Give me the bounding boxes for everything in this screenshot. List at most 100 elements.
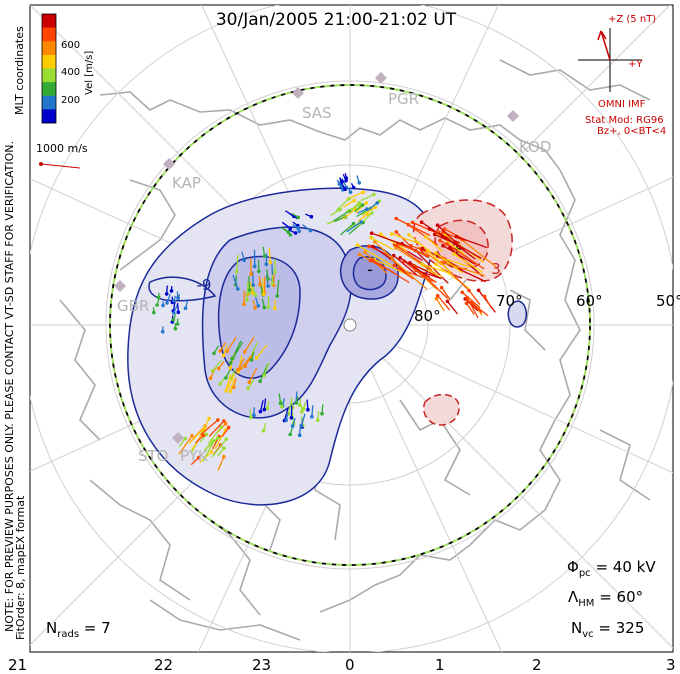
velocity-vector-origin [253,264,257,269]
velocity-vector-origin [308,228,313,233]
velocity-vector-origin [467,288,471,293]
velocity-vector-origin [266,277,270,281]
colorbar-cell [42,41,56,56]
colorbar-tick-200: 200 [61,95,80,106]
colorbar-cells [42,14,56,124]
velocity-vector [222,345,228,356]
side-note-fitorder: FitOrder: 8, mapEX format [14,495,27,640]
velocity-vector-origin [338,207,343,212]
velocity-vector-origin [460,290,465,295]
contour-label-3: 3 [491,260,501,278]
positive-cell-inner [434,219,489,270]
side-note-preview: NOTE: FOR PREVIEW PURPOSES ONLY. PLEASE … [3,141,16,632]
velocity-vector [395,217,431,237]
velocity-vector-origin [369,235,374,240]
velocity-vector-origin [265,406,270,411]
station-gbr: GBR [114,280,149,315]
mlt-tick-3: 3 [666,656,676,674]
velocity-vector [466,298,483,313]
velocity-vector-origin [171,318,176,322]
colorbar-cell [42,14,56,28]
velocity-vector-origin [236,287,240,291]
velocity-vector-origin [445,242,449,246]
velocity-vector [246,285,249,300]
velocity-vector-origin [482,294,487,299]
velocity-vector-origin [407,233,411,237]
velocity-vector-origin [160,329,165,334]
station-pgr: PGR [375,72,419,108]
velocity-vector [330,209,341,216]
velocity-vector-origin [262,305,267,310]
velocity-vector-origin [452,252,456,256]
velocity-vector-origin [197,455,201,460]
velocity-vector-origin [152,310,156,315]
velocity-vector-origin [261,428,266,433]
velocity-vector-origin [216,418,220,422]
contour-label-minus: - [367,260,373,279]
velocity-vector [360,194,375,202]
station-markers: SAS PGR KOD KAP GBR STO PYK [114,72,551,465]
velocity-vector-origin [252,413,256,418]
velocity-vector-origin [156,295,161,300]
velocity-vector-origin [361,190,366,194]
velocity-vector-origin [445,299,450,304]
velocity-vector [355,202,367,214]
velocity-vector [229,378,235,392]
velocity-vector-origin [435,223,440,227]
velocity-vector [311,405,314,417]
velocity-vector [208,420,225,437]
velocity-vector [370,260,395,274]
velocity-vector [393,264,414,280]
velocity-vector-origin [256,304,261,308]
velocity-vector [221,427,230,437]
velocity-vector-origin [351,221,356,226]
imf-stat-mod: Stat Mod: RG96 [585,115,664,126]
negative-left-lobe [148,276,217,302]
velocity-vector-origin [275,294,280,298]
velocity-vector-origin [224,437,229,441]
colorbar-border [41,13,57,124]
velocity-vector-origin [454,234,459,239]
velocity-vector [342,208,356,220]
negative-small-patch [507,300,528,328]
velocity-vector-origin [406,222,411,227]
velocity-vector [200,419,219,436]
velocity-vector-origin [297,229,302,233]
lat-label-50: 50° [656,292,680,310]
velocity-vector-origin [226,385,230,389]
velocity-vector [212,360,222,372]
velocity-vector [263,362,270,376]
colorbar-cell [42,95,56,110]
velocity-vector [374,241,394,260]
velocity-vector [380,233,408,252]
velocity-vector-origin [221,353,226,358]
velocity-vector [188,427,205,444]
velocity-vector-origin [375,201,380,205]
velocity-vector [435,298,445,312]
velocity-vector-origin [432,232,437,237]
velocity-vector [259,363,269,382]
velocity-vector [453,253,483,273]
velocity-vector-origin [394,246,398,250]
velocity-vector-origin [288,226,293,231]
velocity-vector-origin [218,382,222,386]
velocity-vector [425,236,443,252]
velocity-vector-origin [288,233,293,237]
velocity-vector [366,202,378,212]
velocity-vector [248,276,251,291]
velocity-vector-origin [249,272,253,276]
velocity-vector [397,242,430,257]
velocity-vector-origin [348,190,353,194]
velocity-vector-origin [161,303,165,308]
velocity-vector-origin [344,179,348,183]
velocity-vector-origin [320,411,324,416]
velocity-vector-origin [360,203,365,207]
velocity-vector-origin [363,250,367,254]
colorbar-label: Vel [m/s] [84,51,95,95]
velocity-vector [456,235,488,249]
velocity-scale: 1000 m/s [36,142,88,169]
velocity-vector [247,378,255,389]
velocity-vector [357,244,393,266]
velocity-vector-origin [425,248,430,253]
